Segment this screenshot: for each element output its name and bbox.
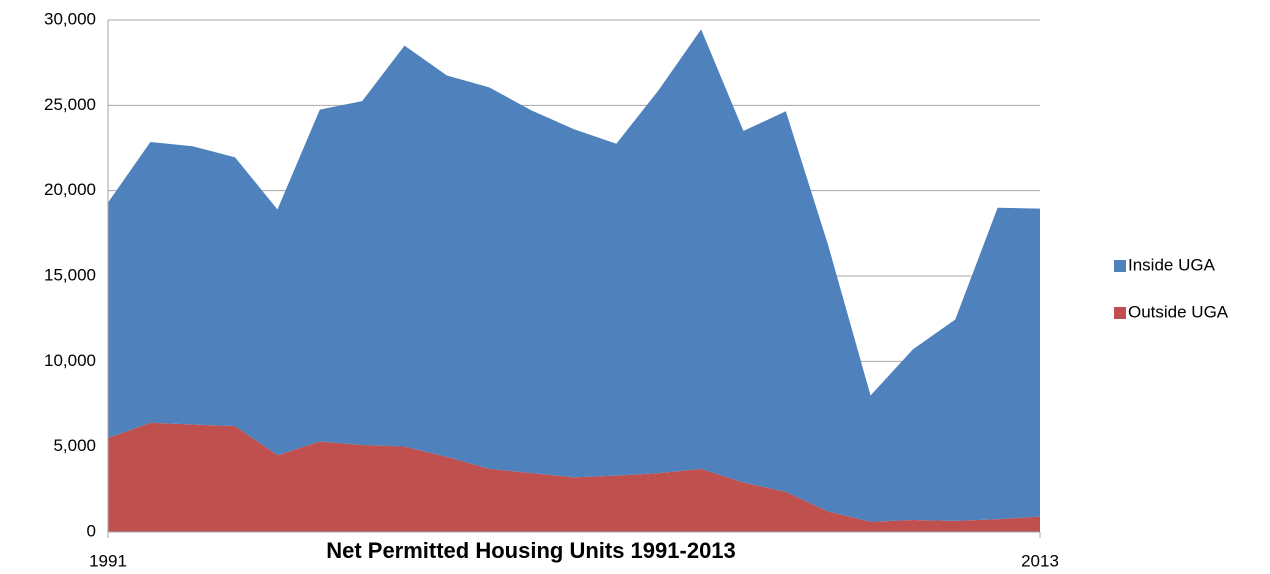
chart-title: Net Permitted Housing Units 1991-2013 (326, 538, 736, 563)
y-tick-label: 30,000 (44, 9, 96, 28)
y-tick-label: 0 (87, 521, 96, 540)
x-tick-label: 1991 (89, 551, 127, 569)
y-tick-label: 15,000 (44, 265, 96, 284)
legend-label: Inside UGA (1128, 255, 1216, 274)
y-tick-label: 10,000 (44, 351, 96, 370)
legend-swatch (1114, 307, 1126, 319)
x-tick-label: 2013 (1021, 551, 1059, 569)
legend-label: Outside UGA (1128, 302, 1229, 321)
legend-swatch (1114, 260, 1126, 272)
y-tick-label: 20,000 (44, 180, 96, 199)
y-tick-label: 25,000 (44, 95, 96, 114)
area (108, 29, 1040, 522)
y-tick-label: 5,000 (53, 436, 96, 455)
